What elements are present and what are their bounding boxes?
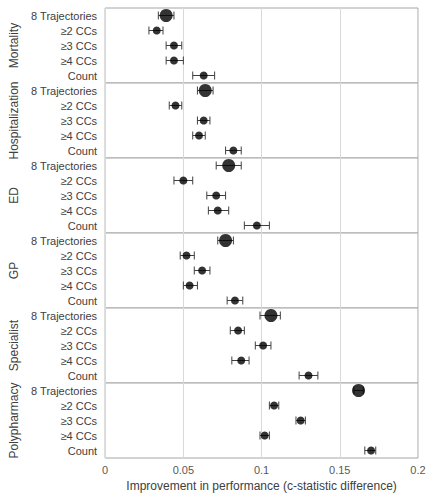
svg-text:Count: Count [68, 70, 97, 82]
svg-text:0.15: 0.15 [329, 464, 350, 476]
svg-text:≥3 CCs: ≥3 CCs [61, 115, 98, 127]
svg-text:≥2 CCs: ≥2 CCs [61, 175, 98, 187]
svg-text:8 Trajectories: 8 Trajectories [31, 310, 98, 322]
svg-text:≥4 CCs: ≥4 CCs [61, 280, 98, 292]
svg-text:8 Trajectories: 8 Trajectories [31, 10, 98, 22]
svg-text:Count: Count [68, 145, 97, 157]
svg-text:Count: Count [68, 445, 97, 457]
svg-text:≥3 CCs: ≥3 CCs [61, 190, 98, 202]
svg-text:Specialist: Specialist [7, 319, 21, 371]
svg-text:Improvement in performance (c-: Improvement in performance (c-statistic … [126, 479, 397, 493]
svg-text:ED: ED [7, 187, 21, 204]
svg-text:≥2 CCs: ≥2 CCs [61, 250, 98, 262]
svg-text:≥4 CCs: ≥4 CCs [61, 130, 98, 142]
svg-text:GP: GP [7, 262, 21, 279]
svg-text:Polypharmacy: Polypharmacy [7, 382, 21, 458]
svg-text:≥2 CCs: ≥2 CCs [61, 100, 98, 112]
svg-text:≥2 CCs: ≥2 CCs [61, 25, 98, 37]
svg-text:0.05: 0.05 [173, 464, 194, 476]
svg-text:≥4 CCs: ≥4 CCs [61, 355, 98, 367]
svg-text:Count: Count [68, 295, 97, 307]
svg-text:0: 0 [102, 464, 108, 476]
svg-text:0.2: 0.2 [410, 464, 425, 476]
svg-text:8 Trajectories: 8 Trajectories [31, 235, 98, 247]
svg-text:≥3 CCs: ≥3 CCs [61, 265, 98, 277]
svg-text:8 Trajectories: 8 Trajectories [31, 385, 98, 397]
svg-text:≥4 CCs: ≥4 CCs [61, 55, 98, 67]
svg-text:Hospitalization: Hospitalization [7, 81, 21, 159]
svg-text:≥3 CCs: ≥3 CCs [61, 340, 98, 352]
svg-text:0.1: 0.1 [254, 464, 269, 476]
svg-text:≥2 CCs: ≥2 CCs [61, 400, 98, 412]
svg-text:≥4 CCs: ≥4 CCs [61, 430, 98, 442]
svg-text:≥2 CCs: ≥2 CCs [61, 325, 98, 337]
svg-text:Count: Count [68, 370, 97, 382]
svg-text:Count: Count [68, 220, 97, 232]
svg-text:≥3 CCs: ≥3 CCs [61, 40, 98, 52]
svg-text:≥3 CCs: ≥3 CCs [61, 415, 98, 427]
svg-text:Mortality: Mortality [7, 23, 21, 68]
svg-text:8 Trajectories: 8 Trajectories [31, 85, 98, 97]
svg-text:≥4 CCs: ≥4 CCs [61, 205, 98, 217]
svg-text:8 Trajectories: 8 Trajectories [31, 160, 98, 172]
